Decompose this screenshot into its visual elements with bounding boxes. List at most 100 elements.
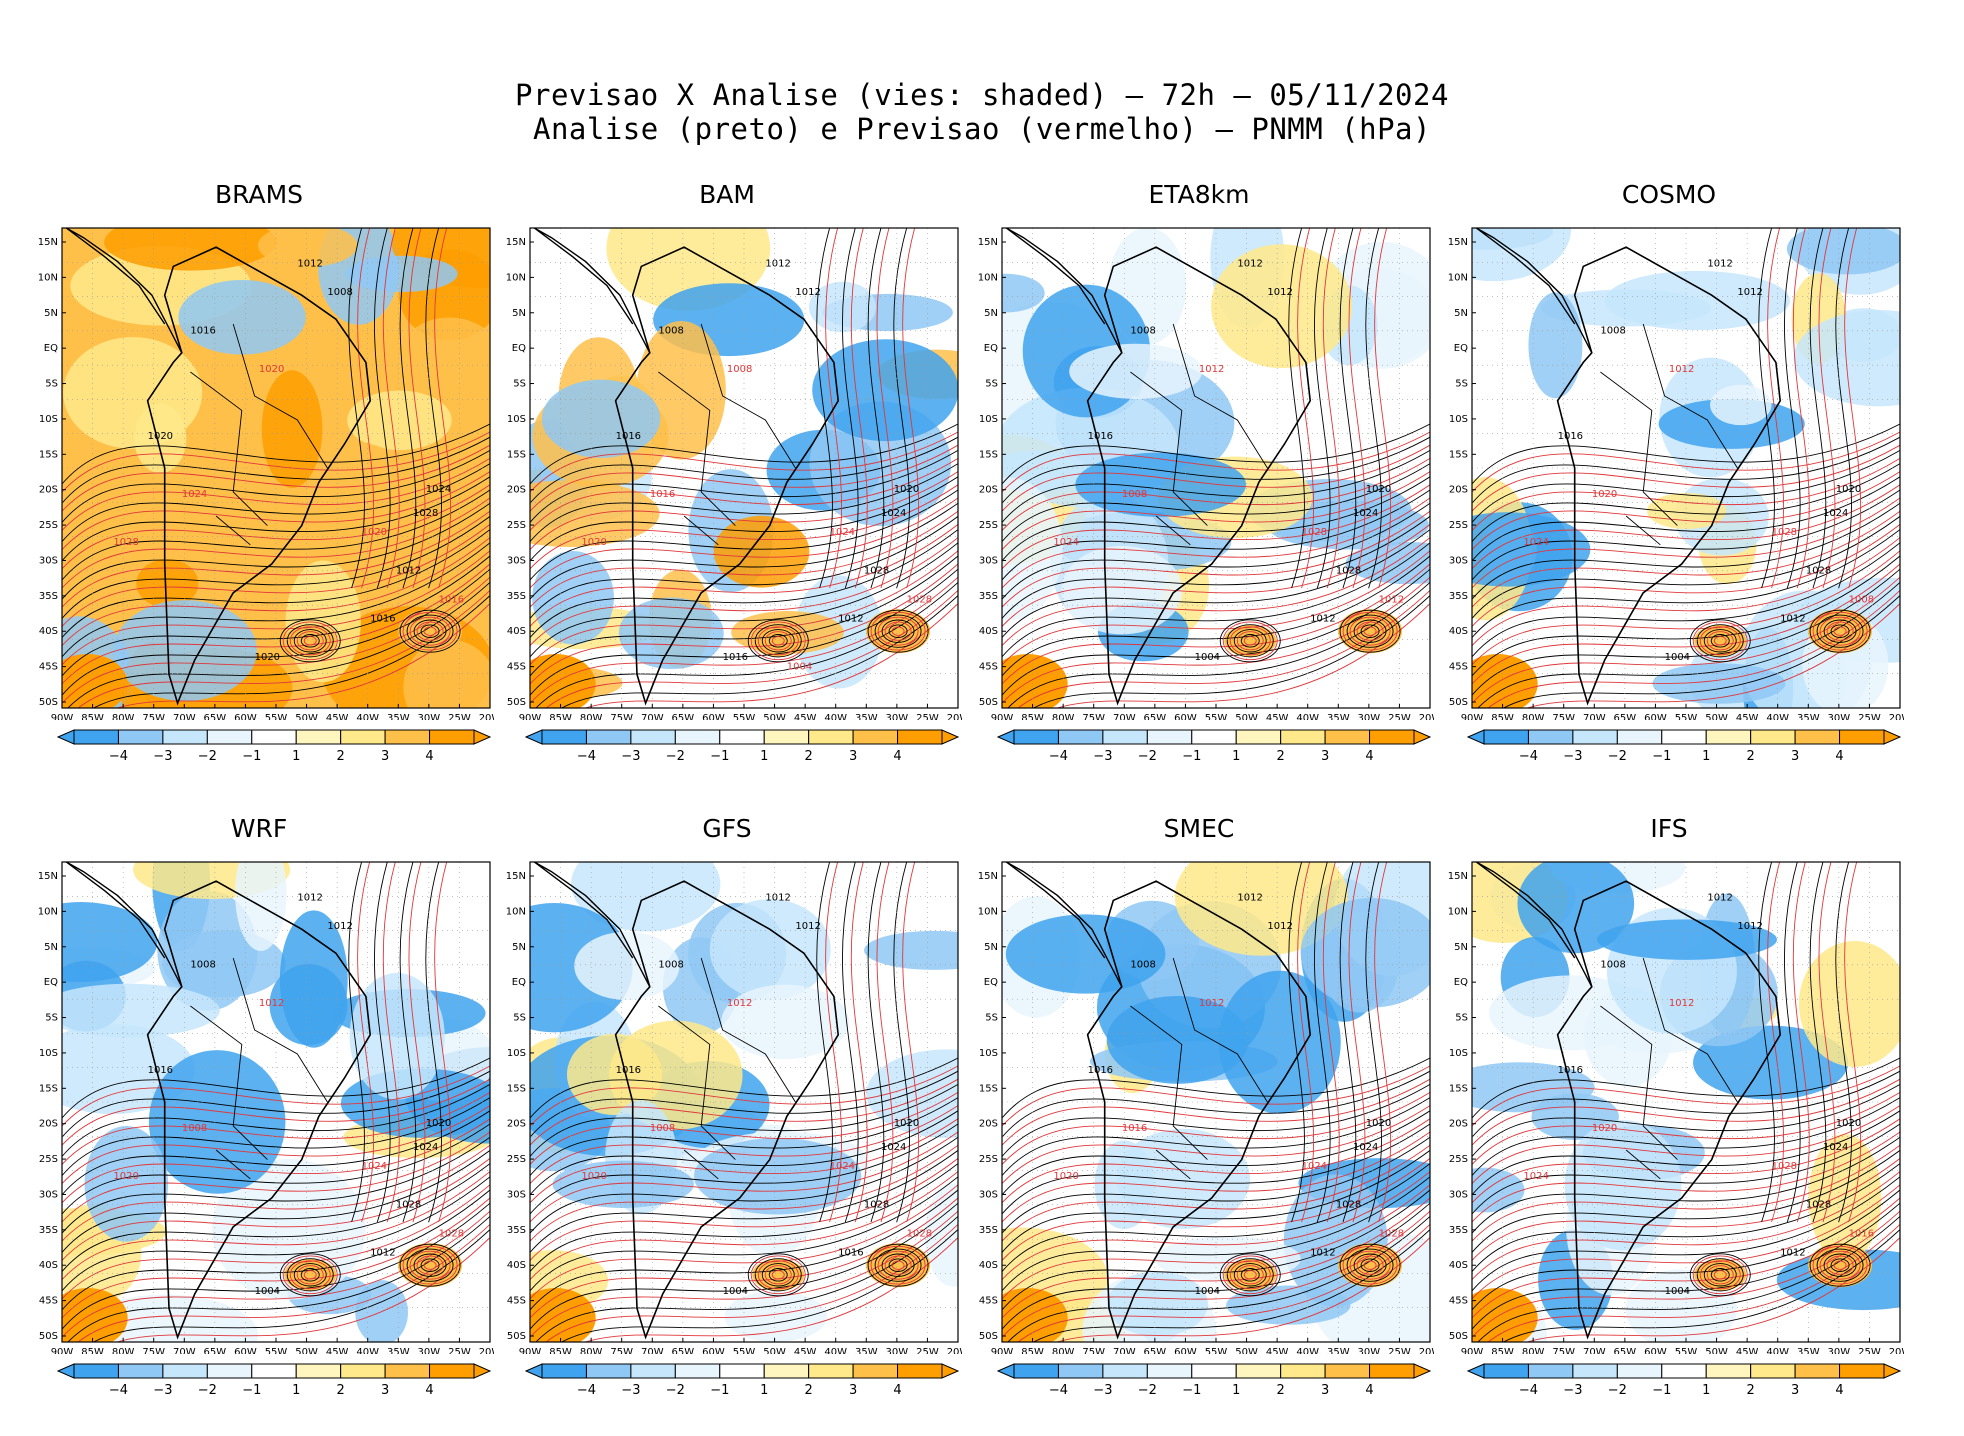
bias-shade <box>1798 941 1900 1067</box>
forecast-isobar <box>416 1255 444 1275</box>
lon-tick-label: 60W <box>1644 1347 1667 1354</box>
analysis-isobar <box>1472 1150 1900 1253</box>
colorbar-segment <box>206 1363 253 1379</box>
lat-tick-label: 5N <box>512 308 526 319</box>
forecast-isobar <box>545 590 958 708</box>
lon-tick-label: 90W <box>519 713 542 720</box>
bias-shade <box>618 597 724 670</box>
lon-tick-label: 25W <box>916 1347 939 1354</box>
forecast-isobar <box>1767 228 1784 589</box>
analysis-isobar <box>420 624 440 638</box>
colorbar-segment <box>1527 729 1574 745</box>
lat-tick-label: 45S <box>507 662 526 673</box>
colorbar-label: −3 <box>153 1383 172 1398</box>
analysis-isobar <box>530 1202 958 1330</box>
colorbar-segment <box>1705 729 1752 745</box>
forecast-isobar <box>1236 631 1264 651</box>
colorbar-segment <box>1280 1363 1326 1379</box>
analysis-isobar <box>425 228 442 589</box>
analysis-isobar-label: 1020 <box>255 652 280 663</box>
forecast-isobar <box>1812 611 1868 651</box>
lon-tick-label: 35W <box>387 1347 410 1354</box>
analysis-isobar <box>530 568 958 696</box>
analysis-isobar-label: 1008 <box>1600 326 1625 337</box>
lat-tick-label: 30S <box>979 555 998 566</box>
forecast-isobar <box>757 1260 799 1290</box>
analysis-isobar <box>300 1268 320 1282</box>
forecast-isobar <box>1002 537 1430 646</box>
forecast-isobar-label: 1020 <box>362 527 387 538</box>
bias-shade <box>1002 273 1045 313</box>
forecast-isobar <box>825 862 842 1223</box>
analysis-isobar <box>842 862 859 1223</box>
forecast-isobar-label: 1028 <box>1379 1228 1404 1239</box>
forecast-isobar <box>1374 228 1392 589</box>
analysis-isobar <box>1472 516 1900 619</box>
lon-tick-label: 60W <box>234 1347 257 1354</box>
colorbar-label: −1 <box>1182 749 1201 764</box>
analysis-isobar-label: 1012 <box>1780 614 1805 625</box>
lat-tick-label: 45S <box>979 662 998 673</box>
colorbar-segment <box>1102 1363 1148 1379</box>
colorbar-segment <box>674 729 721 745</box>
lon-tick-label: 60W <box>702 713 725 720</box>
lon-tick-label: 20W <box>1889 713 1904 720</box>
analysis-isobar <box>399 862 417 1223</box>
lon-tick-label: 55W <box>733 713 756 720</box>
analysis-isobar <box>1002 1084 1430 1157</box>
analysis-isobar <box>1472 1202 1900 1330</box>
coastline <box>614 880 840 1340</box>
forecast-isobar <box>62 1184 490 1300</box>
bias-shade <box>1472 654 1538 708</box>
colorbar-arrow-right <box>1413 729 1432 745</box>
lat-tick-label: 25S <box>39 1154 58 1165</box>
analysis-isobar <box>62 1150 490 1253</box>
forecast-isobar-label: 1028 <box>1302 527 1327 538</box>
colorbar-label: 3 <box>849 1383 857 1398</box>
forecast-isobar-label: 1020 <box>581 537 606 548</box>
analysis-isobar <box>1809 228 1827 589</box>
analysis-isobar <box>1472 1136 1900 1234</box>
forecast-isobar-label: 1028 <box>1772 527 1797 538</box>
coastline <box>614 246 840 706</box>
forecast-isobar <box>1002 576 1430 704</box>
analysis-isobar-label: 1016 <box>148 1065 173 1076</box>
lon-tick-label: 70W <box>1113 1347 1136 1354</box>
forecast-isobar <box>62 510 490 608</box>
analysis-isobar <box>425 862 442 1223</box>
analysis-isobar <box>1809 1243 1871 1287</box>
forecast-isobar-label: 1028 <box>907 594 932 605</box>
analysis-isobar <box>293 1263 327 1287</box>
lat-tick-label: 5S <box>1455 379 1468 390</box>
colorbar-segment <box>1705 1363 1752 1379</box>
analysis-isobar <box>374 862 391 1223</box>
bias-shade <box>812 339 958 442</box>
analysis-isobar-label: 1028 <box>864 1200 889 1211</box>
colorbar-label: 2 <box>805 1383 813 1398</box>
bias-shade <box>864 930 958 970</box>
forecast-isobar <box>62 524 490 627</box>
analysis-isobar <box>62 450 490 523</box>
analysis-isobar <box>888 624 908 638</box>
lat-tick-label: 30S <box>979 1189 998 1200</box>
analysis-isobar-label: 1016 <box>190 326 215 337</box>
forecast-isobar <box>62 576 490 704</box>
analysis-isobar <box>1360 1258 1380 1272</box>
lat-tick-label: 50S <box>39 1331 58 1342</box>
analysis-isobar <box>530 463 958 542</box>
lon-tick-label: 25W <box>448 713 471 720</box>
forecast-isobar <box>1472 1078 1900 1146</box>
forecast-isobar <box>1767 862 1784 1223</box>
forecast-isobar <box>530 444 958 512</box>
forecast-isobar <box>357 228 374 589</box>
colorbar-label: 4 <box>893 749 901 764</box>
country-border <box>232 957 328 1103</box>
lon-tick-label: 25W <box>448 1347 471 1354</box>
colorbar-segment <box>852 729 899 745</box>
colorbar-segment <box>763 1363 810 1379</box>
colorbar-segment <box>117 729 164 745</box>
colorbar-segment <box>1839 729 1885 745</box>
analysis-isobar <box>1314 862 1331 1223</box>
bias-shade <box>62 902 158 982</box>
colorbar-arrow-right <box>1413 1363 1432 1379</box>
